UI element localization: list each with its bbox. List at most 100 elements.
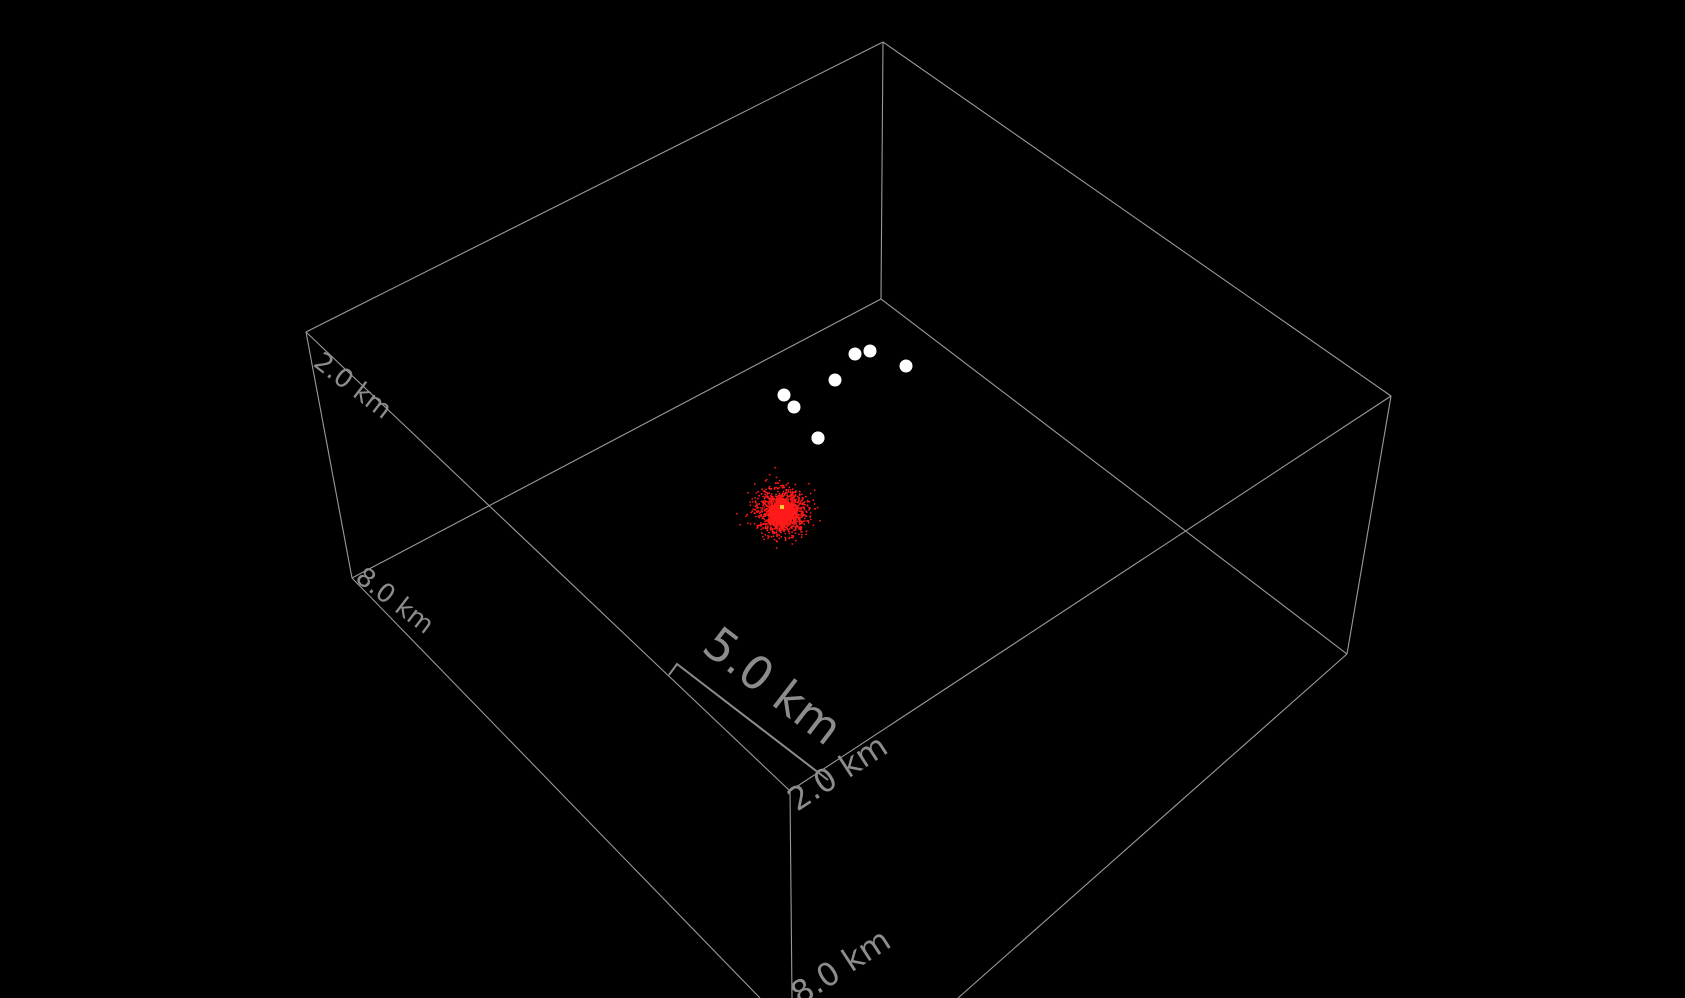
event-sample-point	[764, 525, 767, 528]
event-sample-point	[768, 485, 771, 488]
event-sample-point	[793, 496, 796, 498]
event-sample-point	[798, 526, 800, 529]
event-sample-point	[805, 511, 808, 514]
box-edge-top-right	[882, 41, 1392, 397]
event-sample-point	[806, 499, 809, 502]
event-sample-point	[791, 488, 794, 491]
event-sample-point	[766, 522, 768, 525]
event-sample-point	[792, 510, 797, 514]
event-sample-point	[764, 515, 767, 517]
event-sample-point	[765, 512, 768, 515]
event-sample-point	[774, 482, 777, 485]
event-sample-point	[763, 501, 765, 504]
event-sample-point	[763, 538, 766, 541]
event-sample-point	[763, 512, 766, 515]
event-sample-point	[767, 487, 770, 489]
event-sample-point	[761, 488, 763, 491]
event-sample-point	[798, 490, 801, 493]
event-sample-point	[767, 521, 770, 524]
event-sample-point	[756, 511, 758, 514]
event-sample-point	[775, 530, 778, 532]
event-sample-point	[760, 528, 763, 531]
event-sample-point	[794, 507, 797, 510]
event-sample-point	[766, 491, 768, 494]
event-sample-point	[787, 515, 792, 519]
event-sample-point	[819, 519, 821, 522]
event-sample-point	[768, 523, 771, 526]
event-sample-point	[800, 508, 803, 511]
event-sample-point	[797, 514, 800, 517]
event-sample-point	[768, 509, 772, 513]
event-sample-point	[767, 537, 769, 540]
event-sample-point	[781, 495, 784, 497]
event-sample-point	[764, 520, 767, 523]
event-sample-point	[762, 515, 765, 518]
event-sample-point	[791, 492, 794, 495]
event-sample-point	[757, 497, 759, 500]
event-sample-point	[754, 509, 756, 511]
event-sample-point	[776, 497, 779, 499]
event-sample-point	[765, 488, 767, 491]
event-sample-point	[783, 528, 786, 531]
event-sample-point	[798, 493, 801, 495]
event-sample-point	[767, 505, 769, 507]
event-sample-point	[765, 510, 768, 513]
event-sample-point	[765, 508, 767, 510]
station-marker	[863, 344, 877, 358]
event-sample-point	[804, 515, 807, 518]
axis-label-mid-left-depth: 8.0 km	[350, 562, 440, 641]
event-sample-point	[759, 514, 762, 517]
event-sample-point	[798, 533, 800, 536]
event-sample-point	[776, 498, 778, 501]
event-sample-point	[774, 466, 776, 469]
event-sample-point	[793, 504, 796, 507]
event-sample-point	[783, 486, 786, 489]
event-sample-point	[736, 512, 738, 515]
box-edge-vertical-left	[305, 331, 353, 579]
event-sample-point	[795, 507, 798, 510]
box-edge-vertical-back	[880, 41, 884, 300]
event-sample-point	[749, 501, 752, 503]
event-sample-point	[775, 493, 777, 496]
event-sample-point	[797, 501, 800, 503]
event-sample-point	[783, 494, 786, 496]
event-sample-point	[768, 497, 770, 500]
event-sample-point	[768, 535, 770, 538]
event-sample-point	[800, 525, 802, 528]
event-sample-point	[751, 510, 754, 513]
event-sample-point	[775, 495, 778, 498]
event-sample-point	[790, 500, 793, 503]
event-sample-point	[798, 521, 801, 524]
event-sample-point	[795, 505, 798, 508]
event-sample-point	[774, 502, 778, 506]
event-sample-point	[754, 497, 757, 499]
event-sample-point	[763, 506, 766, 508]
event-sample-point	[784, 502, 788, 506]
axis-label-front-bottom: 8.0 km	[784, 921, 898, 998]
event-sample-point	[787, 524, 790, 527]
event-sample-point	[800, 512, 803, 515]
event-sample-point	[746, 513, 748, 516]
event-sample-point	[757, 490, 760, 493]
event-sample-point	[788, 536, 791, 539]
event-sample-point	[789, 523, 792, 526]
event-sample-point	[770, 495, 773, 498]
event-sample-point	[797, 517, 800, 519]
event-sample-point	[799, 500, 802, 503]
event-sample-point	[770, 515, 773, 518]
event-sample-point	[782, 490, 785, 493]
event-sample-point	[762, 495, 765, 498]
event-sample-point	[761, 510, 764, 513]
event-sample-point	[797, 520, 799, 523]
event-sample-point	[788, 486, 791, 489]
event-sample-point	[791, 531, 793, 533]
event-sample-point	[797, 518, 800, 521]
event-sample-point	[803, 523, 806, 526]
event-sample-point	[798, 523, 801, 526]
event-best-location-marker	[780, 505, 784, 509]
event-sample-point	[794, 529, 797, 531]
event-sample-point	[762, 490, 765, 492]
event-sample-point	[775, 531, 778, 534]
